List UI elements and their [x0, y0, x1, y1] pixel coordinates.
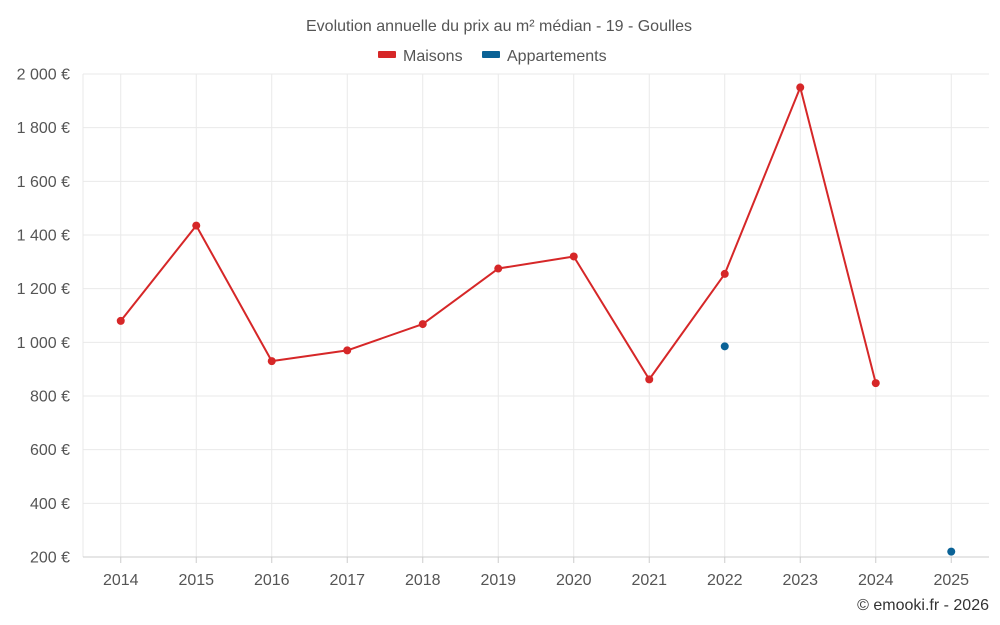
y-tick-label: 400 € [30, 496, 70, 513]
legend-swatch-maisons[interactable] [378, 51, 396, 58]
chart-title: Evolution annuelle du prix au m² médian … [306, 18, 692, 35]
data-point-maisons[interactable] [116, 316, 125, 325]
x-tick-label: 2016 [254, 572, 290, 589]
series-layer [116, 83, 956, 556]
y-tick-label: 200 € [30, 550, 70, 567]
y-axis-ticks: 200 € 400 € 600 € 800 € 1 000 € 1 200 € 1 400 … [17, 67, 70, 567]
data-point-maisons[interactable] [343, 346, 352, 355]
legend-label-appartements[interactable]: Appartements [507, 48, 607, 65]
data-point-maisons[interactable] [871, 379, 880, 388]
y-tick-label: 1 800 € [17, 120, 70, 137]
data-point-appartements[interactable] [947, 547, 956, 556]
chart-legend: Maisons Appartements [378, 48, 607, 65]
data-point-maisons[interactable] [418, 320, 427, 329]
legend-label-maisons[interactable]: Maisons [403, 48, 463, 65]
data-point-maisons[interactable] [720, 269, 729, 278]
x-tick-label: 2021 [631, 572, 667, 589]
y-tick-label: 600 € [30, 442, 70, 459]
x-tick-label: 2023 [782, 572, 818, 589]
x-tick-label: 2024 [858, 572, 894, 589]
data-point-maisons[interactable] [569, 252, 578, 261]
data-point-maisons[interactable] [267, 357, 276, 366]
y-tick-label: 800 € [30, 389, 70, 406]
data-point-appartements[interactable] [720, 342, 729, 351]
data-point-maisons[interactable] [494, 264, 503, 273]
data-point-maisons[interactable] [796, 83, 805, 92]
x-tick-label: 2014 [103, 572, 139, 589]
x-tick-label: 2025 [933, 572, 969, 589]
x-tick-label: 2018 [405, 572, 441, 589]
x-tick-label: 2017 [329, 572, 365, 589]
x-tick-label: 2020 [556, 572, 592, 589]
y-tick-label: 1 400 € [17, 228, 70, 245]
data-point-maisons[interactable] [645, 375, 654, 384]
legend-swatch-appartements[interactable] [482, 51, 500, 58]
data-point-maisons[interactable] [192, 221, 201, 230]
chart-credit: © emooki.fr - 2026 [857, 597, 989, 614]
y-tick-label: 1 200 € [17, 281, 70, 298]
x-tick-label: 2019 [480, 572, 516, 589]
x-axis-ticks: 2014 2015 2016 2017 2018 2019 2020 2021 2022 2023… [103, 557, 969, 589]
grid-lines [82, 73, 989, 558]
y-tick-label: 1 000 € [17, 335, 70, 352]
y-tick-label: 2 000 € [17, 67, 70, 84]
x-tick-label: 2015 [178, 572, 214, 589]
y-tick-label: 1 600 € [17, 174, 70, 191]
x-tick-label: 2022 [707, 572, 743, 589]
